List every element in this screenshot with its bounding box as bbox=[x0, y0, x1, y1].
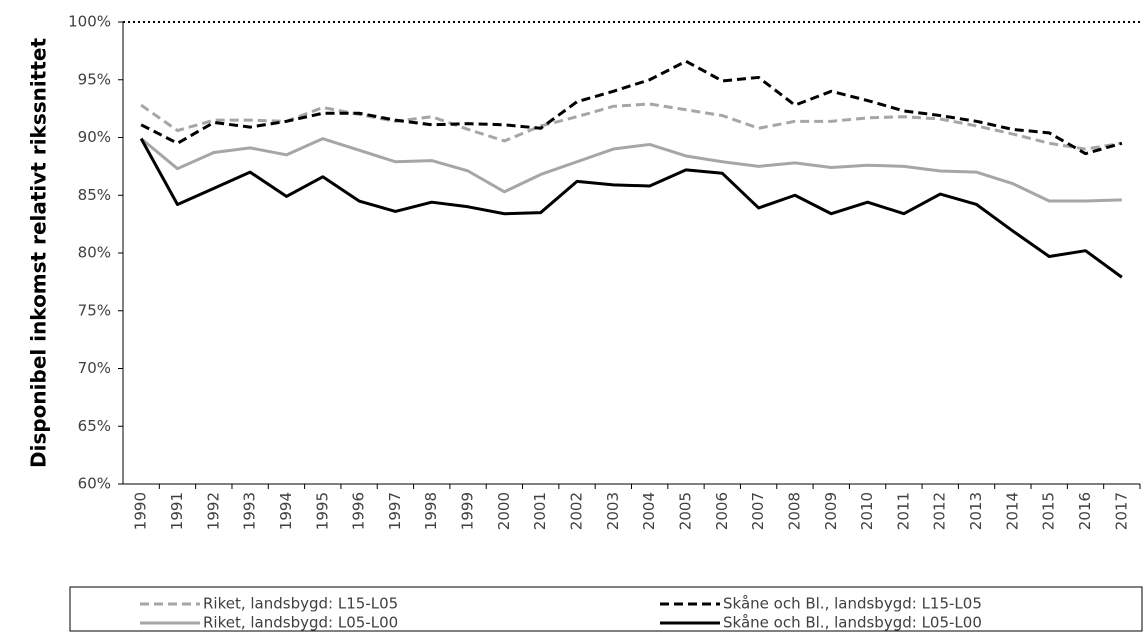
x-tick-label: 2012 bbox=[931, 492, 949, 530]
legend-label: Riket, landsbygd: L15-L05 bbox=[203, 595, 398, 613]
x-tick-label: 1996 bbox=[350, 492, 368, 530]
y-axis-label: Disponibel inkomst relativt rikssnittet bbox=[27, 38, 51, 468]
x-tick-label: 2009 bbox=[822, 492, 840, 530]
series-line bbox=[140, 137, 1122, 203]
y-tick-label: 70% bbox=[78, 359, 111, 377]
x-tick-label: 2011 bbox=[894, 492, 912, 530]
legend-label: Skåne och Bl., landsbygd: L15-L05 bbox=[723, 595, 982, 613]
y-tick-label: 65% bbox=[78, 417, 111, 435]
series-line bbox=[139, 137, 1123, 279]
x-tick-label: 2003 bbox=[604, 492, 622, 530]
x-tick-label: 1992 bbox=[204, 492, 222, 530]
x-tick-label: 1993 bbox=[241, 492, 259, 530]
y-tick-label: 60% bbox=[78, 475, 111, 493]
x-tick-label: 2017 bbox=[1112, 492, 1130, 530]
x-tick-label: 2013 bbox=[967, 492, 985, 530]
y-tick-label: 80% bbox=[78, 244, 111, 262]
legend-box bbox=[69, 586, 1143, 632]
x-tick-label: 1991 bbox=[168, 492, 186, 530]
y-tick-label: 100% bbox=[68, 13, 111, 31]
x-tick-label: 2016 bbox=[1076, 492, 1094, 530]
y-tick-label: 75% bbox=[78, 301, 111, 319]
x-tick-label: 2008 bbox=[785, 492, 803, 530]
y-tick-label: 90% bbox=[78, 128, 111, 146]
x-tick-label: 2014 bbox=[1003, 492, 1021, 530]
x-tick-label: 1994 bbox=[277, 492, 295, 530]
x-tick-label: 1990 bbox=[132, 492, 150, 530]
x-tick-label: 2001 bbox=[531, 492, 549, 530]
series-line bbox=[140, 59, 1123, 156]
legend-label: Skåne och Bl., landsbygd: L05-L00 bbox=[723, 614, 982, 632]
x-tick-label: 2000 bbox=[495, 492, 513, 530]
x-tick-label: 2010 bbox=[858, 492, 876, 530]
x-tick-label: 2006 bbox=[713, 492, 731, 530]
x-tick-label: 2007 bbox=[749, 492, 767, 530]
y-tick-label: 85% bbox=[78, 186, 111, 204]
x-tick-label: 1995 bbox=[313, 492, 331, 530]
x-tick-label: 1998 bbox=[422, 492, 440, 530]
legend-label: Riket, landsbygd: L05-L00 bbox=[203, 614, 398, 632]
x-tick-label: 1997 bbox=[386, 492, 404, 530]
y-tick-label: 95% bbox=[78, 70, 111, 88]
series-line bbox=[140, 102, 1123, 151]
x-tick-label: 1999 bbox=[459, 492, 477, 530]
x-tick-label: 2015 bbox=[1040, 492, 1058, 530]
x-tick-label: 2002 bbox=[568, 492, 586, 530]
x-tick-label: 2004 bbox=[640, 492, 658, 530]
x-tick-label: 2005 bbox=[676, 492, 694, 530]
